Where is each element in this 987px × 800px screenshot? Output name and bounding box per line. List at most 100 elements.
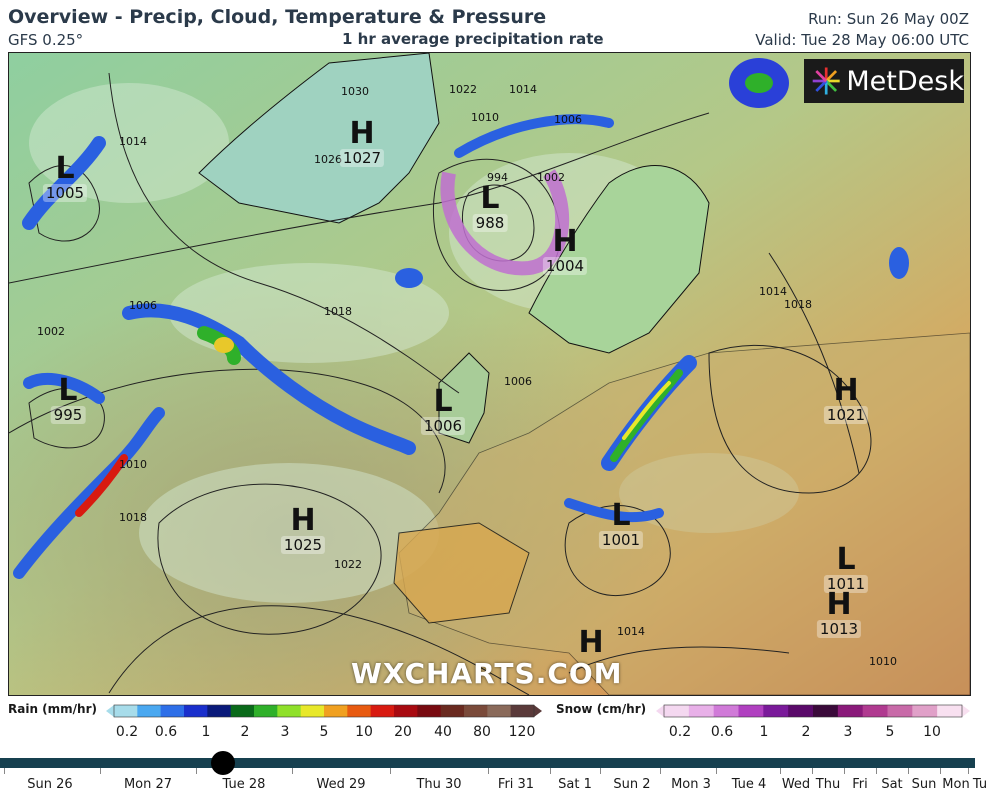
precipitation	[13, 58, 909, 579]
scale-swatch	[440, 705, 465, 717]
timeline-tick	[4, 768, 5, 774]
isobar-label: 1022	[334, 558, 362, 571]
snow-color-bar	[656, 704, 970, 718]
model-name: GFS 0.25°	[8, 31, 84, 49]
isobar-label: 1022	[449, 83, 477, 96]
scale-arrow-right	[962, 705, 970, 717]
timeline-day[interactable]: Mon	[942, 777, 970, 792]
rain-tick: 5	[319, 724, 329, 740]
scale-swatch	[510, 705, 535, 717]
rain-tick: 80	[473, 724, 491, 740]
timeline-tick	[780, 768, 781, 774]
scale-arrow-left	[106, 705, 114, 717]
rain-tick: 10	[355, 724, 373, 740]
scale-swatch	[738, 705, 764, 717]
timeline-day[interactable]: Wed	[781, 777, 811, 792]
timeline-day[interactable]: Thu	[815, 777, 841, 792]
timeline-tick	[812, 768, 813, 774]
timeline-slider-knob[interactable]	[211, 751, 235, 775]
timeline-day[interactable]: Sat 1	[558, 777, 592, 792]
high-pressure-center: H 1013	[816, 590, 862, 638]
greenland-landmass	[198, 53, 440, 224]
scale-swatch	[763, 705, 789, 717]
isobar-label: 1018	[119, 511, 147, 524]
timeline-track[interactable]	[0, 758, 975, 768]
rain-tick: 0.2	[115, 724, 139, 740]
timeline-tick	[600, 768, 601, 774]
rain-tick: 40	[434, 724, 452, 740]
isobar-label: 1014	[509, 83, 537, 96]
low-pressure-center: L 988	[472, 184, 508, 232]
snow-tick: 0.2	[668, 724, 692, 740]
timeline-tick	[908, 768, 909, 774]
scandinavia-landmass	[528, 165, 710, 354]
timeline-day[interactable]: Tue 4	[731, 777, 767, 792]
timeline-day[interactable]: Mon 27	[123, 777, 173, 792]
low-pressure-center: L 1006	[420, 387, 466, 435]
snow-tick: 0.6	[710, 724, 734, 740]
timeline-tick	[968, 768, 969, 774]
valid-time: Valid: Tue 28 May 06:00 UTC	[755, 31, 969, 49]
snow-tick: 10	[923, 724, 941, 740]
isobar-label: 1014	[617, 625, 645, 638]
high-pressure-center: H 1027	[339, 119, 385, 167]
scale-swatch	[464, 705, 488, 717]
isobar-label: 1010	[119, 458, 147, 471]
timeline-tick	[716, 768, 717, 774]
scale-border	[663, 704, 963, 718]
timeline-day[interactable]: Fri	[852, 777, 868, 792]
timeline-tick	[100, 768, 101, 774]
high-pressure-center: H 1025	[280, 506, 326, 554]
scale-swatch	[277, 705, 302, 717]
timeline-tick	[660, 768, 661, 774]
metdesk-logo: MetDesk	[804, 59, 964, 103]
scale-swatch	[788, 705, 814, 717]
scale-arrow-right	[534, 705, 542, 717]
iberia	[393, 522, 530, 624]
timeline-day[interactable]: Sun	[911, 777, 937, 792]
scale-swatch	[207, 705, 232, 717]
scale-swatch	[114, 705, 138, 717]
scale-swatch	[887, 705, 913, 717]
timeline-tick	[876, 768, 877, 774]
timeline-day[interactable]: Tu	[972, 777, 987, 792]
scale-swatch	[394, 705, 418, 717]
snow-tick: 5	[885, 724, 895, 740]
high-pressure-center: H 1021	[823, 376, 869, 424]
rain-color-bar	[106, 704, 542, 718]
timeline-day[interactable]: Sun 2	[613, 777, 651, 792]
timeline-day[interactable]: Mon 3	[671, 777, 711, 792]
isobar-label: 1026	[314, 153, 342, 166]
timeline-day[interactable]: Thu 30	[416, 777, 462, 792]
scale-swatch	[713, 705, 739, 717]
scale-swatch	[912, 705, 938, 717]
rain-tick: 20	[394, 724, 412, 740]
snow-tick: 3	[843, 724, 853, 740]
timeline-tick	[844, 768, 845, 774]
scale-swatch	[487, 705, 512, 717]
rain-color-scale	[106, 704, 542, 718]
rain-tick: 1	[201, 724, 211, 740]
scale-swatch	[370, 705, 395, 717]
scale-swatch	[837, 705, 864, 717]
british-isles	[438, 352, 490, 444]
high-pressure-center: H 1004	[542, 227, 588, 275]
isobar-label: 1014	[759, 285, 787, 298]
timeline-day[interactable]: Sat	[881, 777, 903, 792]
snow-color-scale	[656, 704, 970, 718]
timeline-day[interactable]: Wed 29	[316, 777, 366, 792]
map-canvas: 1030 1022 1014 1010 1006 994 1002 1026 1…	[9, 53, 970, 695]
isobar-label: 1002	[37, 325, 65, 338]
snow-tick: 1	[759, 724, 769, 740]
chart-title: Overview - Precip, Cloud, Temperature & …	[8, 6, 547, 28]
timeline-day[interactable]: Tue 28	[222, 777, 266, 792]
timeline-day[interactable]: Sun 26	[27, 777, 73, 792]
low-pressure-center: L 995	[50, 376, 86, 424]
timeline-tick	[940, 768, 941, 774]
timeline-tick	[292, 768, 293, 774]
isobar-label: 1002	[537, 171, 565, 184]
timeline-tick	[390, 768, 391, 774]
scale-swatch	[160, 705, 185, 717]
high-pressure-center: H	[578, 625, 604, 660]
timeline-day[interactable]: Fri 31	[497, 777, 535, 792]
